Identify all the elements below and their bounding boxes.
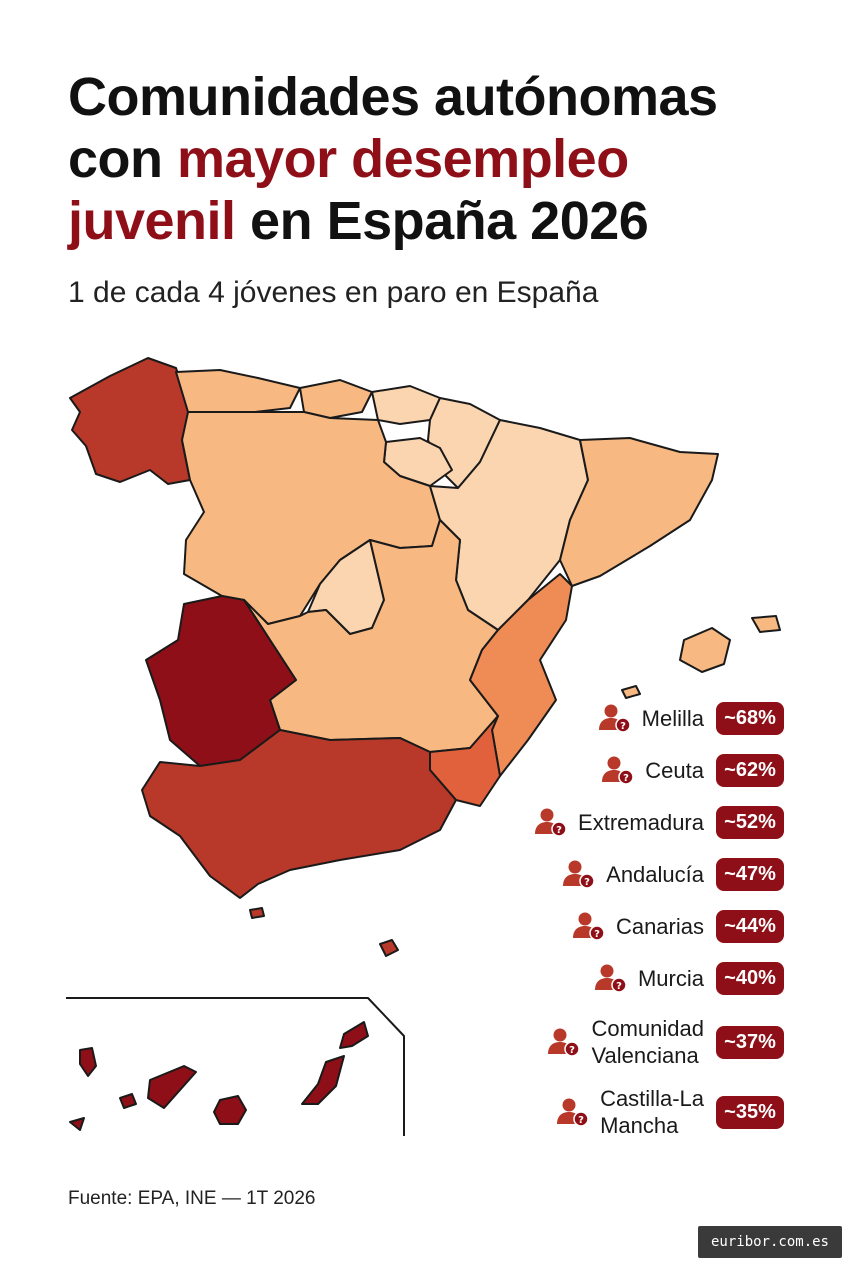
legend-region-name: Comunidad Valenciana	[591, 1016, 704, 1068]
subtitle: 1 de cada 4 jóvenes en paro en España	[68, 276, 599, 309]
legend-value-badge: ~37%	[716, 1025, 784, 1059]
legend-value-badge: ~68%	[716, 701, 784, 735]
svg-text:?: ?	[578, 1115, 584, 1126]
region-cataluna	[559, 437, 719, 587]
source-note: Fuente: EPA, INE — 1T 2026	[68, 1188, 316, 1209]
region-canarias-la-palma	[79, 1047, 97, 1077]
user-question-icon: ?	[601, 755, 635, 785]
legend-row: ? Canarias ~44%	[572, 904, 784, 948]
legend-row: ? Comunidad Valenciana ~37%	[547, 1012, 784, 1072]
title-line-3-end: en España 2026	[235, 191, 649, 251]
region-melilla	[379, 939, 399, 957]
title-accent-2: juvenil	[68, 191, 236, 251]
svg-text:?: ?	[594, 929, 600, 940]
user-question-icon: ?	[598, 703, 632, 733]
title-line-2-start: con	[68, 129, 178, 189]
region-canarias-el-hierro	[69, 1117, 85, 1131]
legend-region-name: Canarias	[615, 913, 704, 939]
svg-text:?: ?	[623, 773, 629, 784]
legend-row: ? Extremadura ~52%	[534, 800, 784, 844]
svg-text:?: ?	[620, 721, 626, 732]
svg-text:?: ?	[556, 825, 562, 836]
user-question-icon: ?	[556, 1097, 590, 1127]
legend-region-name: Ceuta	[645, 757, 704, 783]
region-baleares-menorca	[751, 615, 781, 633]
legend-row: ? Murcia ~40%	[594, 956, 784, 1000]
legend-row: ? Castilla-La Mancha ~35%	[556, 1082, 784, 1142]
legend-row: ? Melilla ~68%	[598, 696, 784, 740]
region-canarias-lanzarote	[339, 1021, 369, 1049]
legend-value-badge: ~35%	[716, 1095, 784, 1129]
region-ceuta	[249, 907, 265, 919]
svg-text:?: ?	[616, 981, 622, 992]
legend-region-name: Murcia	[637, 965, 704, 991]
legend-row: ? Ceuta ~62%	[601, 748, 784, 792]
brand-badge[interactable]: euribor.com.es	[698, 1226, 842, 1258]
legend-value-badge: ~40%	[716, 961, 784, 995]
region-canarias-la-gomera	[119, 1093, 137, 1109]
region-galicia	[69, 357, 191, 485]
legend-region-name: Extremadura	[578, 809, 704, 835]
region-canarias-fuerteventura	[301, 1055, 345, 1105]
region-valenciana	[469, 573, 573, 777]
user-question-icon: ?	[534, 807, 568, 837]
region-baleares-mallorca	[679, 627, 731, 673]
region-canarias-tenerife	[147, 1065, 197, 1109]
title-line-1: Comunidades autónomas	[68, 67, 718, 127]
legend-value-badge: ~62%	[716, 753, 784, 787]
legend-region-name: Melilla	[641, 705, 704, 731]
legend-value-badge: ~47%	[716, 857, 784, 891]
region-baleares-ibiza	[621, 685, 641, 699]
region-andalucia	[141, 729, 457, 899]
region-asturias	[175, 369, 301, 419]
user-question-icon: ?	[547, 1027, 581, 1057]
user-question-icon: ?	[572, 911, 606, 941]
legend-value-badge: ~44%	[716, 909, 784, 943]
region-canarias-gran-canaria	[213, 1095, 247, 1125]
region-cantabria	[299, 379, 373, 419]
user-question-icon: ?	[594, 963, 628, 993]
legend-region-name: Andalucía	[606, 861, 704, 887]
spain-map	[66, 357, 781, 1136]
legend-region-name: Castilla-La Mancha	[600, 1086, 704, 1138]
canarias-inset-frame	[66, 997, 405, 1136]
legend-value-badge: ~52%	[716, 805, 784, 839]
user-question-icon: ?	[562, 859, 596, 889]
page-title: Comunidades autónomas con mayor desemple…	[68, 66, 808, 252]
svg-text:?: ?	[584, 877, 590, 888]
legend-row: ? Andalucía ~47%	[562, 852, 784, 896]
svg-text:?: ?	[570, 1045, 576, 1056]
title-accent-1: mayor desempleo	[177, 129, 629, 189]
